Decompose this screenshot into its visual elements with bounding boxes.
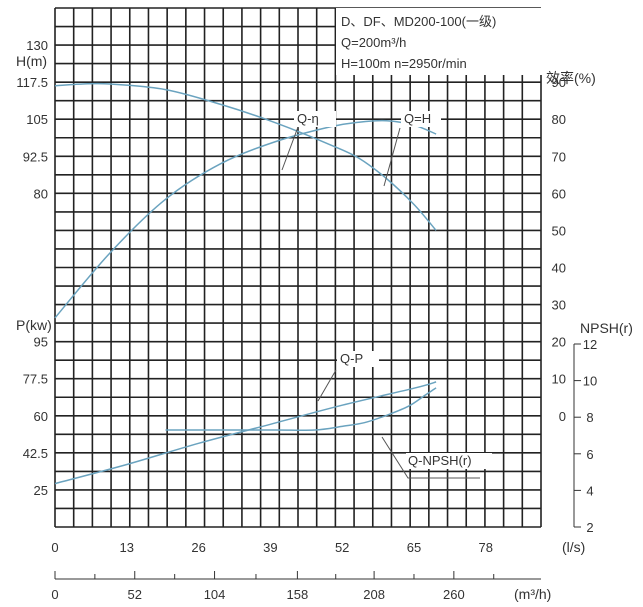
efficiency-tick-label: 70 bbox=[552, 149, 566, 164]
power-tick-label: 77.5 bbox=[23, 372, 48, 387]
curve-q-h bbox=[54, 119, 437, 319]
flow-m3h-tick-label: 208 bbox=[363, 587, 385, 602]
info-box-background bbox=[336, 8, 542, 75]
npsh-axis-label: NPSH(r) bbox=[580, 320, 633, 336]
curve-q-npsh-r bbox=[165, 387, 437, 432]
q-p-label: Q-P bbox=[340, 351, 363, 366]
chart-subtitle-line-1: Q=200m³/h bbox=[341, 35, 406, 50]
flow-ls-tick-label: 52 bbox=[335, 540, 349, 555]
chart-title: D、DF、MD200-100(一级) bbox=[341, 14, 496, 29]
power-tick-label: 42.5 bbox=[23, 446, 48, 461]
q-eta-label-background bbox=[294, 111, 336, 127]
curve-labels: Q-η Q=H Q-P Q-NPSH(r) bbox=[281, 111, 492, 479]
q-eta-leader-line bbox=[281, 126, 299, 171]
power-tick-label: 60 bbox=[34, 409, 48, 424]
flow-m3h-tick-label: 52 bbox=[128, 587, 142, 602]
q-eta-label: Q-η bbox=[297, 111, 319, 126]
flow-m3h-tick-label: 260 bbox=[443, 587, 465, 602]
npsh-tick-label: 10 bbox=[583, 374, 597, 389]
flow-ls-tick-label: 13 bbox=[120, 540, 134, 555]
performance-curves bbox=[54, 82, 437, 485]
efficiency-tick-label: 40 bbox=[552, 261, 566, 276]
efficiency-tick-label: 0 bbox=[559, 409, 566, 424]
q-h-callout: Q=H bbox=[383, 111, 441, 187]
q-npsh-leader-line bbox=[381, 436, 480, 479]
q-eta-callout: Q-η bbox=[281, 111, 336, 171]
efficiency-tick-label: 50 bbox=[552, 223, 566, 238]
q-npsh-label-background bbox=[406, 453, 492, 469]
flow-m3h-tick-label: 158 bbox=[287, 587, 309, 602]
flow-ls-tick-label: 26 bbox=[191, 540, 205, 555]
head-tick-label: 92.5 bbox=[23, 149, 48, 164]
npsh-tick-label: 6 bbox=[586, 447, 593, 462]
q-h-label: Q=H bbox=[404, 111, 431, 126]
q-npsh-label: Q-NPSH(r) bbox=[408, 453, 472, 468]
left-axes: H(m) P(kw) 130 117.5 105 92.5 80 95 77.5 60 42.5… bbox=[16, 38, 52, 498]
flow-ls-axis-label: (l/s) bbox=[562, 539, 585, 555]
q-npsh-callout: Q-NPSH(r) bbox=[381, 436, 492, 479]
power-tick-label: 95 bbox=[34, 335, 48, 350]
bottom-axes: (l/s) (m³/h) 0 13 26 39 52 65 78 0 52 104 158 208 26… bbox=[51, 539, 585, 602]
efficiency-tick-label: 10 bbox=[552, 372, 566, 387]
flow-m3h-tick-label: 104 bbox=[204, 587, 226, 602]
efficiency-tick-label: 30 bbox=[552, 298, 566, 313]
grid bbox=[54, 7, 542, 528]
efficiency-tick-label: 60 bbox=[552, 186, 566, 201]
efficiency-tick-label: 80 bbox=[552, 112, 566, 127]
power-tick-label: 25 bbox=[34, 483, 48, 498]
flow-m3h-tick-label: 0 bbox=[51, 587, 58, 602]
q-p-leader-line bbox=[317, 369, 337, 402]
npsh-tick-label: 12 bbox=[583, 337, 597, 352]
head-tick-label: 80 bbox=[34, 186, 48, 201]
head-axis-label: H(m) bbox=[16, 53, 47, 69]
flow-m3h-axis-label: (m³/h) bbox=[514, 586, 551, 602]
flow-ls-tick-label: 78 bbox=[479, 540, 493, 555]
npsh-tick-label: 2 bbox=[586, 520, 593, 535]
q-h-label-background bbox=[401, 111, 441, 127]
efficiency-tick-label: 90 bbox=[552, 75, 566, 90]
head-tick-label: 105 bbox=[26, 112, 48, 127]
flow-ls-tick-label: 39 bbox=[263, 540, 277, 555]
efficiency-tick-label: 20 bbox=[552, 335, 566, 350]
power-axis-label: P(kw) bbox=[16, 317, 52, 333]
right-axes: 效率(%) NPSH(r) 90 80 70 60 50 40 30 20 10 0 12 10 8 6 4… bbox=[546, 70, 633, 535]
q-h-leader-line bbox=[383, 127, 401, 187]
npsh-tick-label: 8 bbox=[586, 410, 593, 425]
curve-q bbox=[54, 82, 437, 231]
chart-subtitle-line-2: H=100m n=2950r/min bbox=[341, 56, 467, 71]
q-p-callout: Q-P bbox=[317, 351, 379, 402]
flow-ls-tick-label: 65 bbox=[407, 540, 421, 555]
flow-ls-tick-label: 0 bbox=[51, 540, 58, 555]
q-p-label-background bbox=[337, 351, 379, 367]
curve-q-p bbox=[54, 381, 437, 485]
info-box: D、DF、MD200-100(一级) Q=200m³/h H=100m n=29… bbox=[336, 8, 542, 75]
head-tick-label: 117.5 bbox=[16, 75, 48, 90]
efficiency-axis-label: 效率(%) bbox=[546, 70, 596, 86]
npsh-tick-label: 4 bbox=[586, 483, 593, 498]
head-tick-label: 130 bbox=[26, 38, 48, 53]
